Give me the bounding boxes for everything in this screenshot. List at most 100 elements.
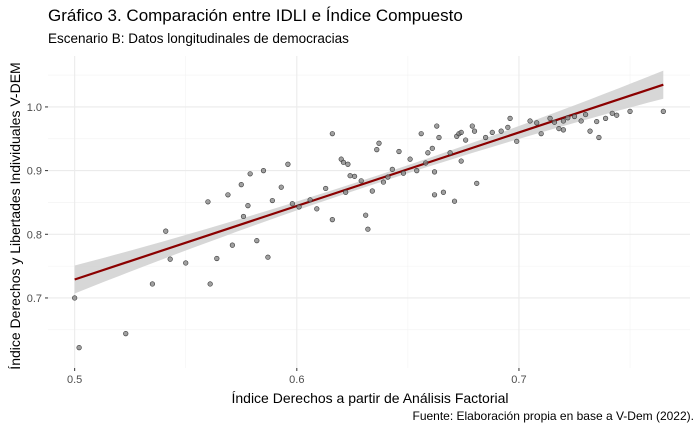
data-point	[260, 168, 267, 174]
data-point	[240, 213, 247, 220]
data-point	[347, 173, 353, 179]
data-point	[527, 118, 533, 124]
data-point	[396, 148, 402, 155]
y-tick-label: 0.7	[27, 293, 42, 305]
data-point	[565, 115, 571, 121]
y-axis-title: Índice Derechos y Libertades Individuale…	[7, 62, 23, 369]
x-tick-label: 0.7	[511, 374, 526, 386]
data-point	[296, 204, 302, 210]
data-point	[556, 125, 562, 132]
data-point	[436, 134, 442, 141]
data-point	[429, 145, 435, 151]
data-point	[345, 161, 351, 167]
data-point	[285, 161, 291, 167]
data-point	[123, 331, 129, 337]
data-point	[423, 160, 429, 166]
data-point	[505, 124, 511, 130]
data-point	[385, 174, 391, 180]
data-point	[76, 345, 82, 351]
data-point	[225, 192, 231, 198]
data-point	[434, 123, 440, 129]
data-point	[400, 170, 407, 176]
data-point	[507, 115, 513, 121]
data-point	[489, 129, 495, 136]
data-point	[538, 131, 544, 137]
data-point	[229, 242, 235, 248]
data-point	[514, 138, 520, 144]
data-point	[587, 128, 593, 134]
data-point	[254, 238, 260, 244]
data-point	[596, 134, 602, 141]
data-point	[447, 150, 453, 156]
data-point	[329, 131, 335, 137]
x-tick-label: 0.5	[67, 374, 82, 386]
data-point	[440, 189, 447, 195]
data-point	[407, 156, 413, 162]
data-point	[483, 134, 489, 141]
data-point	[167, 256, 173, 262]
data-point	[323, 185, 329, 192]
data-point	[278, 184, 284, 190]
y-tick-label: 1.0	[27, 102, 42, 114]
data-point	[463, 137, 469, 143]
data-point	[602, 115, 609, 121]
data-point	[358, 178, 364, 184]
data-point	[431, 192, 438, 198]
source-caption: Fuente: Elaboración propia en base a V-D…	[412, 409, 694, 423]
data-point	[307, 197, 313, 203]
data-point	[431, 169, 438, 175]
data-point	[451, 198, 458, 204]
data-point	[614, 112, 620, 118]
data-point	[389, 166, 395, 172]
data-point	[374, 147, 380, 153]
data-point	[380, 179, 387, 185]
data-point	[578, 118, 584, 124]
data-point	[329, 217, 335, 223]
data-point	[498, 128, 504, 134]
chart-title: Gráfico 3. Comparación entre IDLI e Índi…	[48, 6, 463, 25]
data-point	[458, 129, 464, 136]
data-point	[418, 131, 424, 137]
data-point	[376, 140, 382, 146]
data-point	[458, 158, 464, 164]
data-point	[547, 115, 553, 121]
data-point	[351, 173, 358, 179]
data-point	[72, 295, 78, 301]
data-point	[343, 189, 349, 195]
x-axis-title: Índice Derechos a partir de Análisis Fac…	[231, 390, 508, 406]
data-point	[269, 197, 275, 204]
data-point	[582, 111, 589, 118]
data-point	[314, 206, 320, 212]
data-point	[551, 119, 558, 125]
data-point	[471, 128, 478, 134]
data-point	[183, 260, 189, 266]
data-point	[205, 199, 211, 205]
data-point	[627, 108, 633, 114]
data-point	[365, 226, 371, 232]
data-point	[474, 180, 480, 186]
data-point	[149, 281, 156, 287]
data-point	[414, 168, 420, 174]
data-point	[265, 254, 271, 260]
data-point	[289, 201, 295, 207]
data-point	[247, 171, 253, 177]
data-point	[609, 110, 615, 116]
data-point	[534, 120, 540, 126]
data-point	[660, 108, 666, 114]
data-point	[238, 182, 244, 188]
data-point	[571, 113, 578, 120]
data-point	[163, 228, 169, 234]
y-tick-label: 0.9	[27, 166, 42, 178]
x-tick-label: 0.6	[289, 374, 304, 386]
data-point	[207, 281, 213, 287]
data-point	[594, 118, 600, 125]
data-point	[560, 127, 566, 133]
data-point	[560, 118, 566, 124]
data-point	[469, 123, 475, 129]
data-point	[245, 203, 251, 209]
chart-subtitle: Escenario B: Datos longitudinales de dem…	[48, 31, 349, 46]
regression-line	[74, 83, 664, 281]
data-point	[214, 255, 220, 262]
data-point	[369, 188, 375, 194]
